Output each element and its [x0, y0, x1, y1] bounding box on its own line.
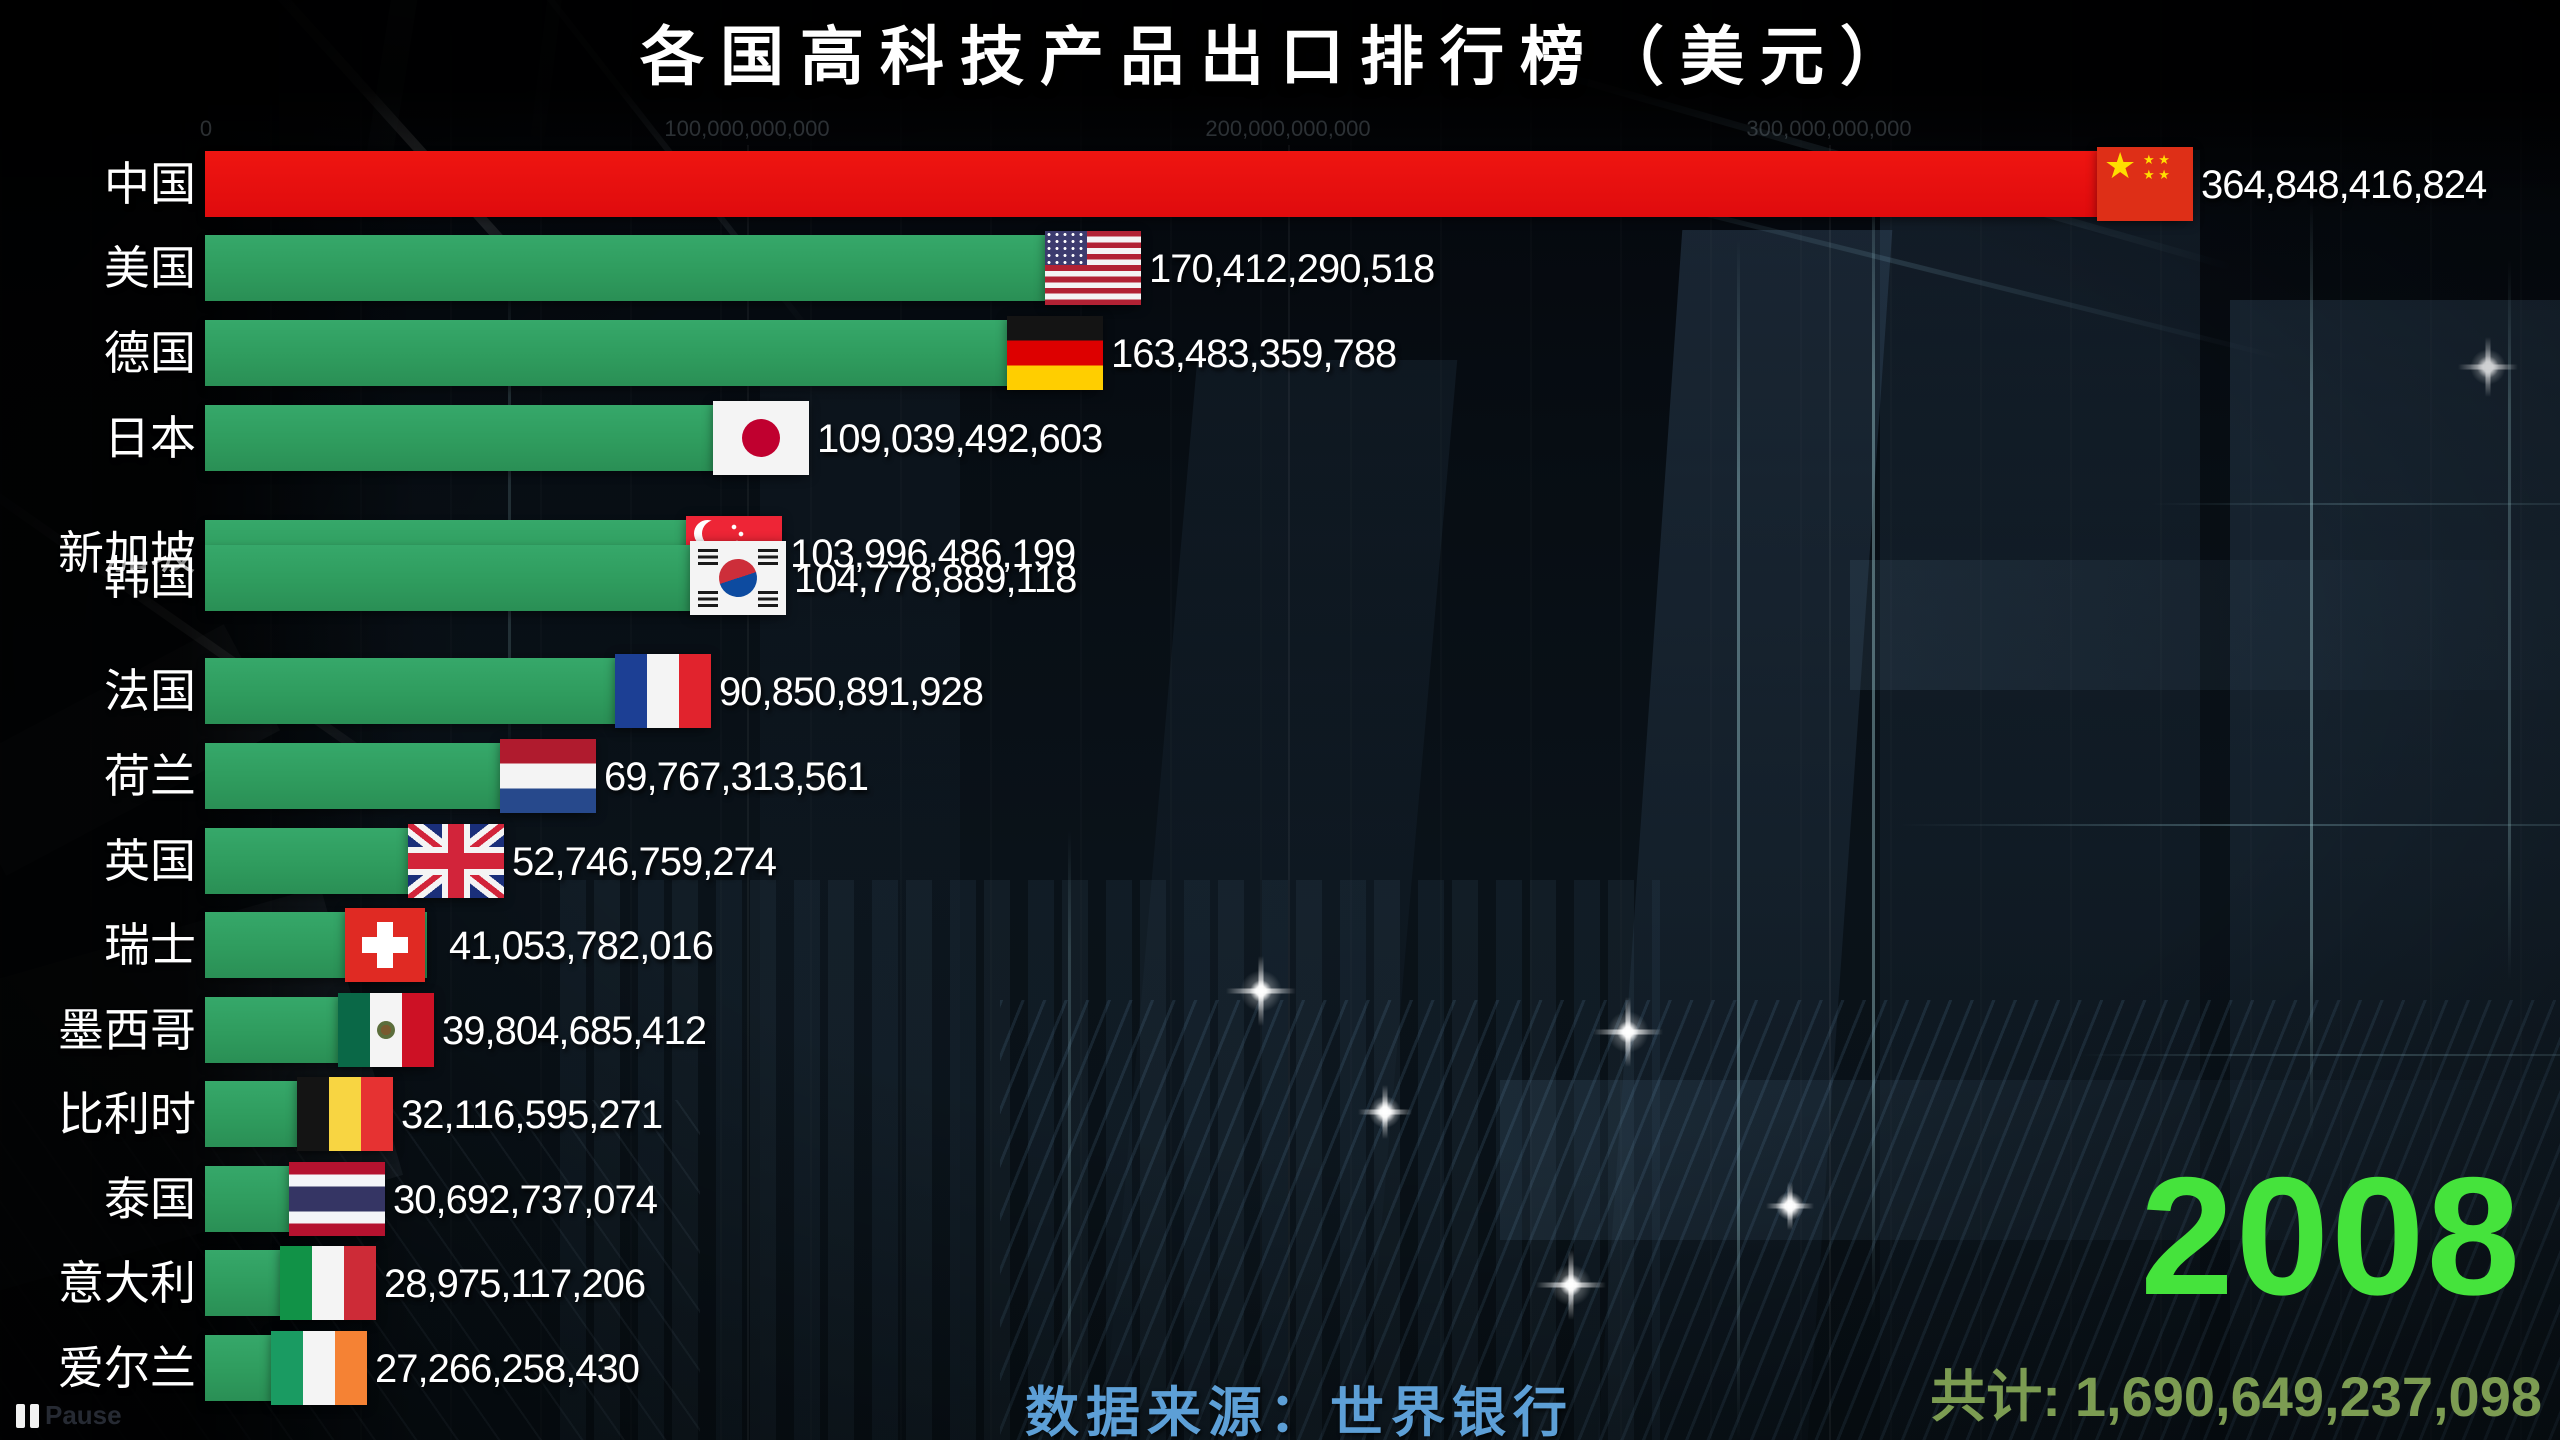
switzerland-flag	[345, 908, 425, 982]
bar	[205, 405, 795, 471]
sparkle-icon	[1593, 997, 1663, 1067]
pause-icon	[16, 1403, 39, 1428]
row-switzerland: 瑞士 41,053,782,016	[0, 908, 2560, 982]
france-flag	[615, 654, 711, 728]
country-label: 瑞士	[104, 919, 196, 971]
row-uk: 英国 52,746,759,274	[0, 824, 2560, 898]
usa-flag	[1045, 231, 1141, 305]
row-thailand: 泰国 30,692,737,074	[0, 1162, 2560, 1236]
country-label: 日本	[104, 412, 196, 464]
bar	[205, 320, 1089, 386]
country-label: 中国	[104, 158, 196, 210]
axis-tick-300b: 300,000,000,000	[1746, 116, 1912, 141]
value-label: 163,483,359,788	[1111, 332, 1397, 376]
netherlands-flag	[500, 739, 596, 813]
sparkle-icon	[2458, 337, 2518, 397]
value-label: 52,746,759,274	[512, 840, 777, 884]
value-label: 170,412,290,518	[1149, 247, 1435, 291]
row-netherlands: 荷兰 69,767,313,561	[0, 739, 2560, 813]
value-label: 30,692,737,074	[393, 1178, 658, 1222]
country-label: 美国	[104, 242, 196, 294]
sparkle-icon	[1358, 1085, 1412, 1139]
value-label: 364,848,416,824	[2201, 163, 2487, 207]
total-label: 共计:	[1930, 1365, 2061, 1428]
value-label: 103,996,486,199	[790, 532, 1076, 576]
value-label: 104,778,889,118	[794, 557, 1077, 601]
row-italy: 意大利 28,975,117,206	[0, 1246, 2560, 1320]
axis-gridline	[1829, 145, 1831, 1440]
country-label: 墨西哥	[58, 1004, 196, 1056]
sparkle-icon	[1766, 1182, 1814, 1230]
value-label: 28,975,117,206	[384, 1262, 646, 1306]
axis-gridline	[747, 145, 749, 1440]
country-label: 荷兰	[104, 750, 196, 802]
belgium-flag	[297, 1077, 393, 1151]
germany-flag	[1007, 316, 1103, 390]
sparkle-icon	[1226, 956, 1296, 1026]
country-label: 新加坡	[58, 527, 196, 579]
row-belgium: 比利时 32,116,595,271	[0, 1077, 2560, 1151]
pause-label: Pause	[45, 1400, 122, 1430]
ireland-flag	[271, 1331, 367, 1405]
country-label: 泰国	[104, 1173, 196, 1225]
data-source-caption: 数据来源：世界银行	[1025, 1383, 1574, 1440]
row-japan: 日本 109,039,492,603	[0, 401, 2560, 475]
south-korea-flag	[690, 541, 786, 615]
row-mexico: 墨西哥 39,804,685,412	[0, 993, 2560, 1067]
year-indicator: 2008	[2140, 1142, 2522, 1330]
country-label: 德国	[104, 327, 196, 379]
country-label: 英国	[104, 835, 196, 887]
uk-flag	[408, 824, 504, 898]
value-label: 27,266,258,430	[375, 1347, 640, 1391]
row-usa: 美国 170,412,290,518	[0, 231, 2560, 305]
axis-tick-0: 0	[199, 116, 213, 141]
country-label: 法国	[104, 665, 196, 717]
italy-flag	[280, 1246, 376, 1320]
value-label: 69,767,313,561	[604, 755, 869, 799]
bar	[205, 151, 2179, 217]
axis-tick-200b: 200,000,000,000	[1205, 116, 1371, 141]
china-flag	[2097, 147, 2193, 221]
row-china: 中国 364,848,416,824	[0, 147, 2560, 221]
thailand-flag	[289, 1162, 385, 1236]
country-label: 韩国	[104, 552, 196, 604]
country-label: 爱尔兰	[58, 1342, 196, 1394]
value-label: 109,039,492,603	[817, 417, 1103, 461]
sparkle-icon	[1536, 1250, 1606, 1320]
mexico-flag	[338, 993, 434, 1067]
total-value: 1,690,649,237,098	[2074, 1365, 2542, 1428]
japan-flag	[713, 401, 809, 475]
row-france: 法国 90,850,891,928	[0, 654, 2560, 728]
value-label: 41,053,782,016	[449, 924, 714, 968]
country-label: 意大利	[58, 1257, 196, 1309]
page-title: 各国高科技产品出口排行榜（美元）	[640, 21, 1920, 93]
bar	[205, 545, 772, 611]
value-label: 32,116,595,271	[401, 1093, 663, 1137]
bar	[205, 235, 1127, 301]
total-readout: 共计: 1,690,649,237,098	[1930, 1352, 2542, 1433]
row-south-korea: 韩国 104,778,889,118	[0, 541, 2560, 615]
axis-gridline	[1288, 145, 1290, 1440]
row-germany: 德国 163,483,359,788	[0, 316, 2560, 390]
value-label: 90,850,891,928	[719, 670, 984, 714]
row-ireland: 爱尔兰 27,266,258,430	[0, 1331, 2560, 1405]
value-label: 39,804,685,412	[442, 1009, 707, 1053]
country-label: 比利时	[58, 1088, 196, 1140]
pause-button[interactable]: Pause	[16, 1400, 122, 1431]
axis-tick-100b: 100,000,000,000	[664, 116, 830, 141]
